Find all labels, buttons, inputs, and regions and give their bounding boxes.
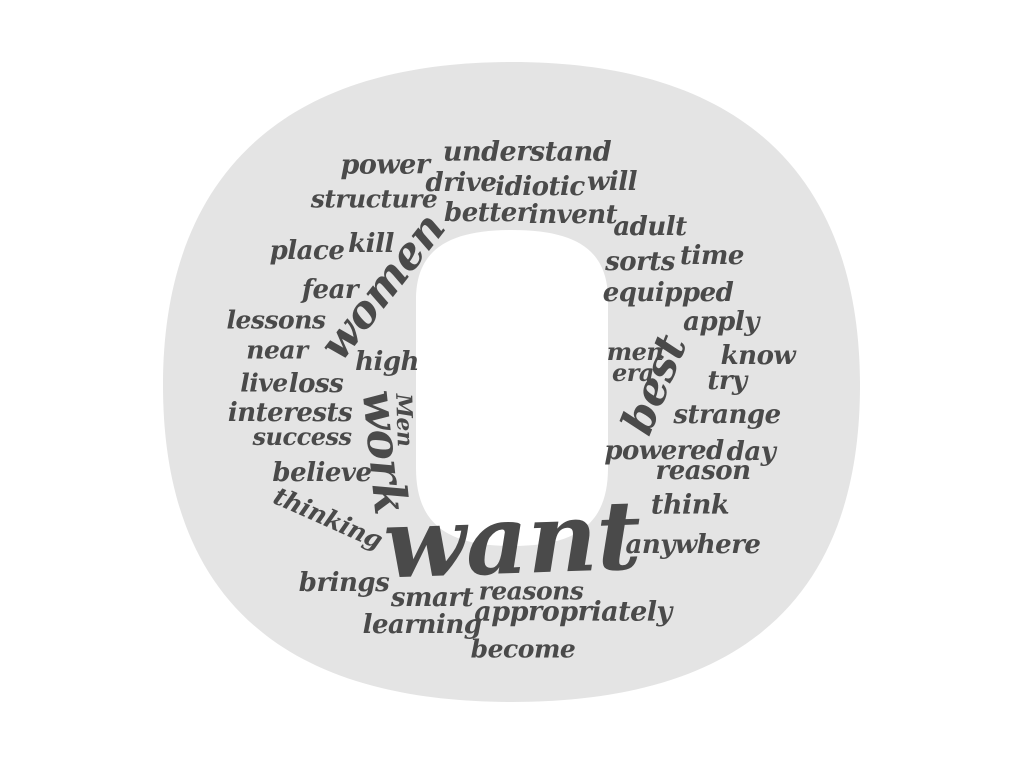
word-place: place bbox=[269, 236, 345, 266]
word-reason: reason bbox=[655, 456, 751, 486]
word-know: know bbox=[720, 341, 796, 371]
word-anywhere: anywhere bbox=[625, 530, 761, 560]
word-idiotic: idiotic bbox=[495, 172, 585, 202]
word-sorts: sorts bbox=[605, 247, 675, 277]
word-high: high bbox=[355, 347, 419, 377]
letter-o-outline bbox=[163, 62, 860, 702]
word-believe: believe bbox=[272, 458, 372, 488]
word-strange: strange bbox=[673, 400, 781, 430]
word-brings: brings bbox=[298, 568, 390, 598]
word-time: time bbox=[680, 241, 744, 271]
word-day: day bbox=[726, 437, 776, 467]
word-better: better bbox=[444, 198, 530, 228]
word-fear: fear bbox=[301, 275, 359, 305]
word-kill: kill bbox=[348, 229, 394, 259]
word-loss: loss bbox=[288, 369, 344, 399]
word-men-capitalized: Men bbox=[390, 393, 418, 447]
word-near: near bbox=[246, 335, 308, 365]
word-equipped: equipped bbox=[602, 278, 734, 308]
word-men: men bbox=[606, 337, 664, 366]
word-try: try bbox=[707, 366, 747, 396]
word-understand: understand bbox=[442, 136, 612, 168]
word-powered: powered bbox=[604, 436, 724, 466]
word-will: will bbox=[586, 167, 638, 197]
word-reasons: reasons bbox=[478, 576, 584, 606]
word-power: power bbox=[340, 149, 430, 181]
word-appropriately: appropriately bbox=[474, 596, 672, 628]
word-structure: structure bbox=[310, 184, 438, 214]
word-smart: smart bbox=[390, 583, 474, 613]
word-invent: invent bbox=[528, 200, 618, 230]
word-interests: interests bbox=[227, 398, 353, 428]
word-learning: learning bbox=[362, 610, 482, 640]
word-success: success bbox=[252, 422, 352, 451]
word-live: live bbox=[240, 368, 288, 398]
word-become: become bbox=[470, 634, 576, 664]
word-lessons: lessons bbox=[226, 305, 326, 335]
word-era: era bbox=[612, 358, 654, 387]
word-drive: drive bbox=[425, 168, 497, 198]
word-think: think bbox=[650, 489, 730, 521]
word-apply: apply bbox=[683, 307, 759, 337]
word-adult: adult bbox=[613, 212, 687, 242]
